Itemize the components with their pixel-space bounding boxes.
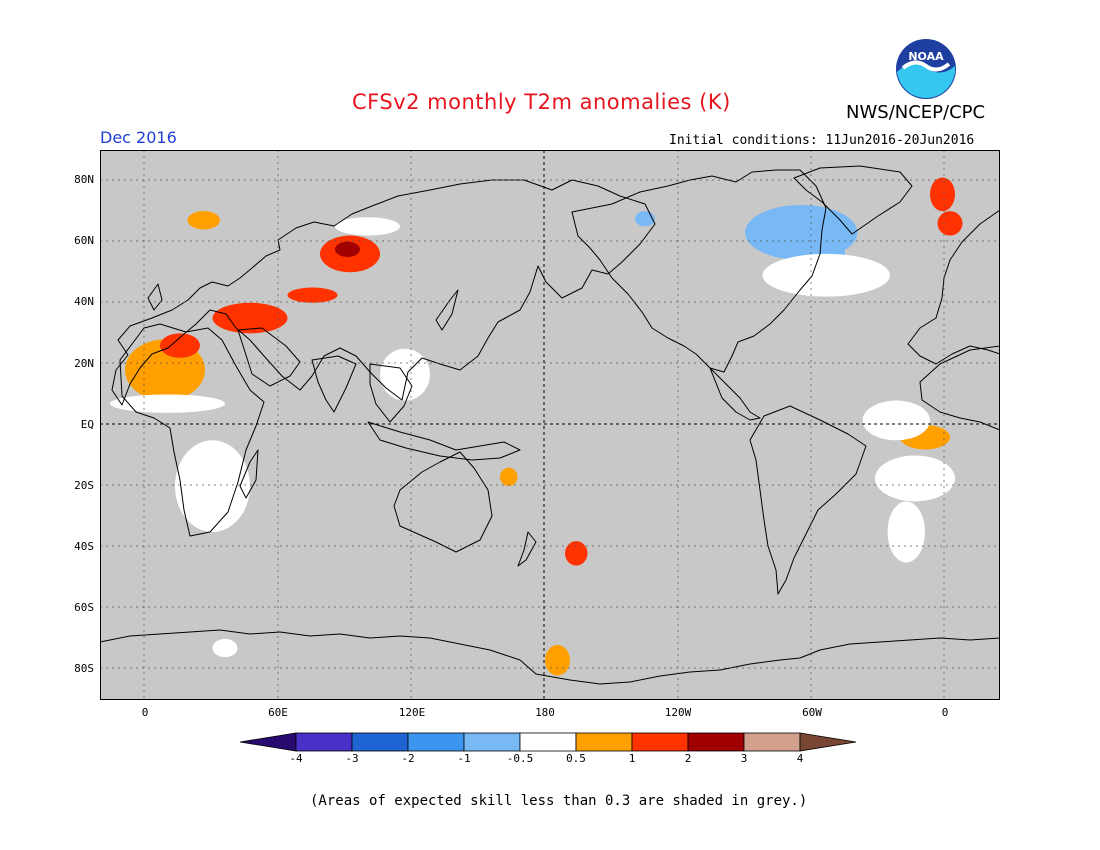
colorbar-label: 2	[684, 752, 692, 765]
madagascar-coastline	[239, 449, 259, 499]
skill-footnote: (Areas of expected skill less than 0.3 a…	[310, 793, 808, 809]
lon-label-120e: 120E	[398, 706, 426, 719]
anomaly-region	[545, 645, 570, 676]
anomaly-region	[887, 501, 925, 563]
lat-label-40s: 40S	[74, 540, 94, 553]
anomaly-region	[187, 211, 220, 230]
arabia-coastline	[237, 327, 301, 387]
colorbar-label: 4	[796, 752, 804, 765]
lon-label-180: 180	[535, 706, 555, 719]
lon-label-60e: 60E	[268, 706, 288, 719]
lon-label-0-right: 0	[941, 706, 949, 719]
colorbar-cell	[463, 732, 521, 752]
lon-label-120w: 120W	[664, 706, 692, 719]
lat-label-80s: 80S	[74, 662, 94, 675]
valid-month: Dec 2016	[100, 128, 177, 147]
colorbar-cell	[631, 732, 689, 752]
uk-coastline	[147, 283, 163, 311]
anomaly-region	[212, 302, 288, 334]
colorbar-cell	[575, 732, 633, 752]
colorbar-label: -3	[345, 752, 359, 765]
anomaly-region	[287, 287, 338, 303]
indonesia-coastline	[367, 421, 521, 461]
colorbar-cell	[295, 732, 353, 752]
central-america-coastline	[709, 367, 761, 421]
coastlines	[100, 165, 1000, 685]
anomaly-map	[100, 150, 1000, 700]
anomaly-region	[212, 638, 238, 658]
anomaly-region	[380, 348, 430, 401]
colorbar-cell	[687, 732, 745, 752]
new-zealand-coastline	[517, 531, 537, 567]
organization-label: NWS/NCEP/CPC	[846, 102, 986, 123]
anomaly-region	[762, 253, 890, 297]
colorbar-cells	[240, 732, 857, 752]
colorbar-label: -4	[289, 752, 303, 765]
gridlines	[100, 150, 1000, 700]
colorbar-label: 0.5	[566, 752, 586, 765]
colorbar-cell	[519, 732, 577, 752]
lon-label-60w: 60W	[802, 706, 822, 719]
colorbar-label: -0.5	[506, 752, 534, 765]
anomaly-region	[175, 440, 250, 532]
colorbar-cell-high-end	[799, 732, 857, 752]
lat-label-20n: 20N	[74, 357, 94, 370]
australia-coastline	[393, 451, 493, 553]
chart-title: CFSv2 monthly T2m anomalies (K)	[352, 90, 731, 114]
anomaly-region	[937, 211, 963, 236]
anomaly-region	[930, 177, 955, 212]
colorbar-cell-low-end	[240, 732, 297, 752]
noaa-logo: NOAA	[896, 39, 956, 99]
colorbar-label: -1	[457, 752, 471, 765]
lat-label-40n: 40N	[74, 295, 94, 308]
anomaly-region	[862, 400, 930, 441]
africa-right-coastline	[919, 345, 1000, 431]
colorbar-label: 3	[740, 752, 748, 765]
anomaly-region	[875, 455, 955, 502]
anomaly-region	[335, 217, 400, 236]
africa-coastline	[119, 323, 265, 537]
equator-and-dateline	[100, 150, 1000, 700]
colorbar-label: 1	[628, 752, 636, 765]
anomaly-region	[110, 394, 225, 413]
anomaly-region	[160, 333, 200, 358]
colorbar	[240, 732, 857, 752]
lat-label-eq: EQ	[80, 418, 94, 431]
lat-label-20s: 20S	[74, 479, 94, 492]
noaa-logo-text: NOAA	[908, 50, 944, 63]
antarctica-coastline	[100, 629, 1000, 685]
initial-conditions: Initial conditions: 11Jun2016-20Jun2016	[669, 133, 975, 148]
anomaly-region	[565, 541, 588, 566]
europe-right-coastline	[907, 209, 1000, 365]
colorbar-cell	[743, 732, 801, 752]
north-america-coastline	[571, 169, 827, 373]
colorbar-cell	[407, 732, 465, 752]
anomaly-region	[500, 467, 518, 487]
greenland-coastline	[793, 165, 913, 235]
eurasia-coastline	[111, 179, 656, 406]
india-coastline	[311, 355, 357, 413]
lat-label-60s: 60S	[74, 601, 94, 614]
colorbar-cell	[351, 732, 409, 752]
colorbar-label: -2	[401, 752, 415, 765]
lon-label-0: 0	[141, 706, 149, 719]
anomaly-layer	[110, 177, 963, 676]
south-america-coastline	[749, 405, 867, 595]
southeast-asia-coastline	[369, 363, 413, 423]
lat-label-60n: 60N	[74, 234, 94, 247]
lat-label-80n: 80N	[74, 173, 94, 186]
anomaly-region	[335, 241, 360, 257]
